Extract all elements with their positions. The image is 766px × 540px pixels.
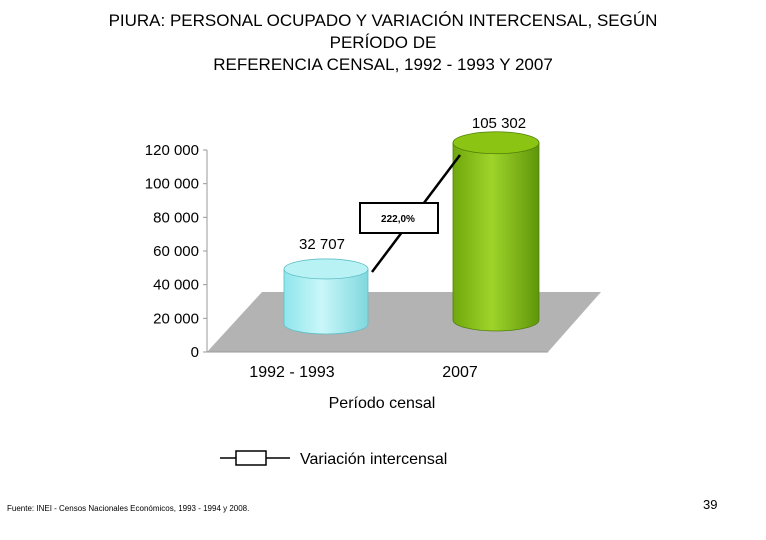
value-label-1992-1993: 32 707 — [299, 236, 345, 253]
y-tick-label: 120 000 — [145, 142, 199, 159]
y-tick-label: 100 000 — [145, 176, 199, 193]
legend-label: Variación intercensal — [300, 451, 447, 468]
y-tick-label: 80 000 — [153, 209, 199, 226]
title-line-1: PIURA: PERSONAL OCUPADO Y VARIACIÓN INTE… — [108, 11, 658, 30]
source-note: Fuente: INEI - Censos Nacionales Económi… — [7, 504, 250, 513]
bar-body — [283, 268, 369, 335]
bar-body — [452, 142, 540, 332]
annotation-box — [359, 202, 439, 234]
annotation-label: 222,0% — [381, 214, 415, 225]
bar-2007 — [452, 131, 540, 332]
y-tick-label: 0 — [191, 344, 199, 361]
x-category-label: 2007 — [442, 364, 478, 381]
y-tick-label: 60 000 — [153, 243, 199, 260]
y-tick-label: 40 000 — [153, 277, 199, 294]
bars — [283, 131, 540, 335]
x-category-label: 1992 - 1993 — [249, 364, 335, 381]
bar-1992-1993 — [283, 258, 369, 335]
y-ticks: 0 20 000 40 000 60 000 80 000 100 000 120 000 — [145, 142, 207, 361]
bar-top — [283, 258, 369, 280]
x-categories: 1992 - 1993 2007 — [249, 364, 478, 381]
bar-top — [452, 131, 540, 155]
legend: Variación intercensal — [220, 450, 447, 468]
title-line-3: REFERENCIA CENSAL, 1992 - 1993 Y 2007 — [213, 55, 553, 74]
y-tick-label: 20 000 — [153, 310, 199, 327]
legend-swatch — [235, 450, 267, 466]
title-line-2: PERÍODO DE — [329, 33, 437, 52]
chart-title: PIURA: PERSONAL OCUPADO Y VARIACIÓN INTE… — [0, 10, 766, 76]
x-axis-title: Período censal — [329, 395, 436, 412]
chart-floor — [207, 292, 601, 352]
value-label-2007: 105 302 — [472, 115, 526, 132]
page-number: 39 — [703, 497, 718, 512]
